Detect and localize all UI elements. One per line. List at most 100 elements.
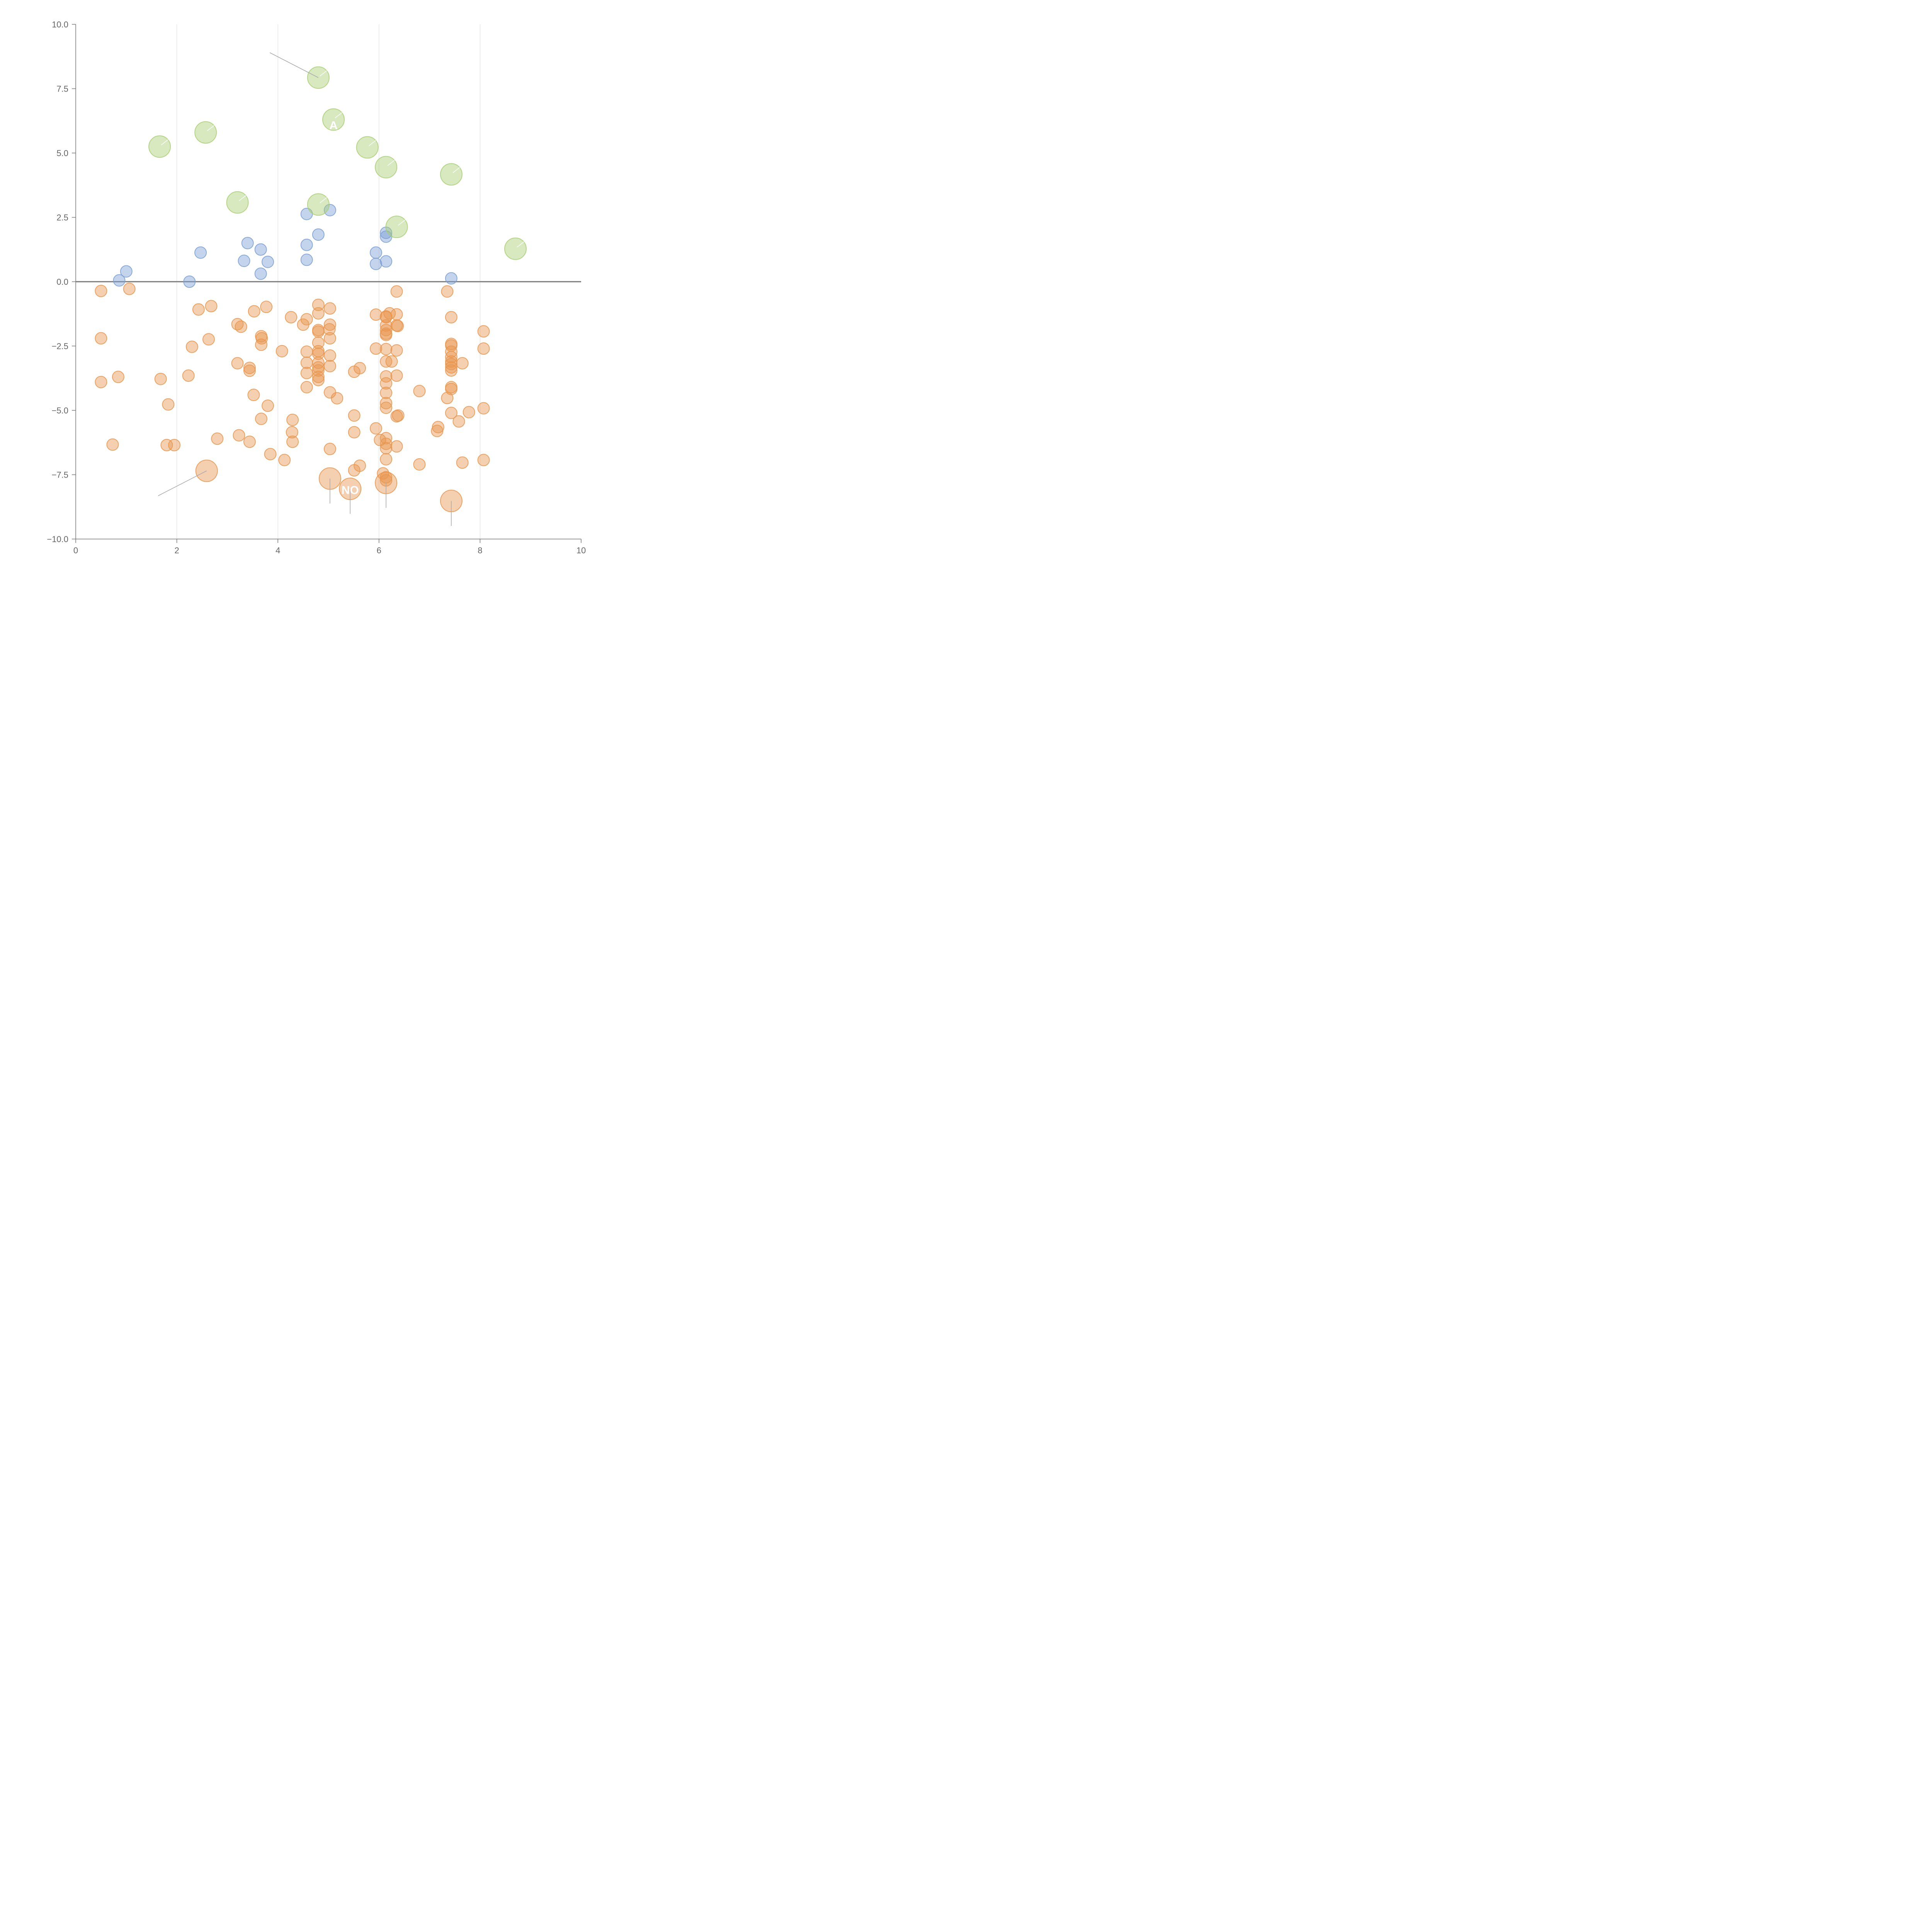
negative-point: [106, 438, 119, 451]
negative-point: [95, 284, 107, 297]
positive-point: [238, 255, 250, 267]
highlight-positive-point: [375, 156, 398, 179]
negative-point: [323, 349, 336, 362]
negative-point: [312, 307, 325, 320]
highlight-positive-point: [385, 216, 408, 238]
negative-point: [445, 361, 457, 374]
negative-point: [162, 398, 175, 411]
negative-point: [477, 402, 490, 415]
negative-point: [445, 358, 457, 371]
negative-point: [168, 439, 181, 451]
highlight-positive-point: [504, 237, 527, 260]
annotation-leader-line: [158, 470, 207, 496]
negative-point: [123, 282, 136, 295]
annotation-leader-line: [269, 52, 319, 78]
negative-point: [390, 308, 403, 321]
negative-point: [390, 319, 403, 332]
y-tick-label: −7.5: [52, 470, 68, 480]
negative-point: [445, 351, 457, 364]
positive-point: [254, 267, 267, 280]
x-tick-label: 10: [577, 546, 586, 555]
negative-point: [390, 344, 403, 357]
negative-point: [185, 340, 198, 353]
negative-point: [255, 338, 268, 351]
negative-point: [264, 448, 277, 461]
negative-point: [413, 458, 426, 471]
negative-point: [323, 442, 336, 455]
y-tick-label: −5.0: [52, 406, 68, 415]
bubble-inner-tick: [398, 219, 406, 226]
negative-point: [286, 413, 299, 426]
positive-point: [300, 253, 313, 266]
negative-point: [445, 311, 457, 323]
negative-point: [211, 432, 224, 445]
negative-point: [445, 345, 457, 358]
y-tick-label: 0.0: [56, 277, 68, 287]
axes-layer: 0 2 4 6 8 10 10.0 7.5 5.0 2.5 0.0 −2.5 −5.0 −7.5 −10.0: [47, 20, 586, 555]
negative-point: [205, 300, 218, 313]
data-points-layer: [95, 66, 527, 512]
x-tick-label: 6: [377, 546, 381, 555]
bubble-chart: 0 2 4 6 8 10 10.0 7.5 5.0 2.5 0.0 −2.5 −5.0 −7.5 −10.0…: [47, 20, 586, 555]
positive-point: [183, 276, 196, 288]
negative-point: [477, 325, 490, 338]
negative-point: [255, 332, 268, 345]
negative-point: [380, 324, 393, 337]
negative-point: [380, 442, 393, 454]
negative-point: [243, 362, 256, 374]
negative-point: [477, 454, 490, 466]
negative-point: [354, 362, 366, 374]
negative-point: [182, 369, 195, 382]
negative-point: [231, 357, 244, 370]
negative-point: [323, 323, 336, 336]
negative-point: [380, 377, 393, 390]
negative-point: [380, 401, 393, 414]
positive-point: [120, 265, 133, 278]
negative-point: [392, 409, 405, 422]
bubble-inner-tick: [387, 160, 395, 166]
negative-point: [369, 308, 382, 321]
bubble-inner-tick: [207, 125, 214, 131]
negative-point: [235, 320, 247, 333]
y-tick-label: −2.5: [52, 342, 68, 351]
highlight-positive-point: [322, 108, 345, 131]
negative-point: [312, 298, 325, 311]
y-tick-label: 5.0: [56, 148, 68, 158]
negative-point: [300, 367, 313, 379]
negative-point: [312, 374, 325, 386]
negative-point: [247, 389, 260, 401]
negative-point: [323, 360, 336, 372]
negative-point: [286, 435, 299, 448]
negative-point: [477, 342, 490, 355]
negative-point: [323, 302, 336, 315]
negative-point: [300, 345, 313, 358]
negative-point: [260, 301, 273, 313]
highlight-positive-point: [356, 136, 379, 159]
bubble-inner-tick: [320, 70, 327, 77]
negative-point: [202, 333, 215, 346]
negative-point: [95, 332, 107, 345]
positive-point: [241, 237, 254, 250]
negative-point: [312, 371, 325, 383]
negative-point: [385, 355, 398, 368]
y-tick-label: 10.0: [52, 20, 68, 29]
negative-point: [413, 385, 426, 398]
negative-point: [300, 313, 313, 326]
point-label: NO: [342, 484, 359, 497]
negative-point: [369, 422, 382, 435]
bubble-inner-tick: [452, 167, 460, 173]
negative-point: [463, 406, 475, 418]
bubble-inner-tick: [320, 197, 327, 203]
bubble-inner-tick: [239, 195, 247, 201]
negative-point: [300, 381, 313, 394]
negative-point: [312, 336, 325, 349]
highlight-positive-point: [307, 193, 330, 216]
negative-point: [243, 435, 256, 448]
positive-point: [254, 243, 267, 256]
positive-point: [369, 258, 382, 270]
negative-point: [300, 356, 313, 369]
negative-point: [452, 415, 465, 428]
annotations-layer: A NO: [158, 52, 524, 526]
negative-point: [233, 429, 245, 442]
negative-point: [285, 311, 298, 323]
